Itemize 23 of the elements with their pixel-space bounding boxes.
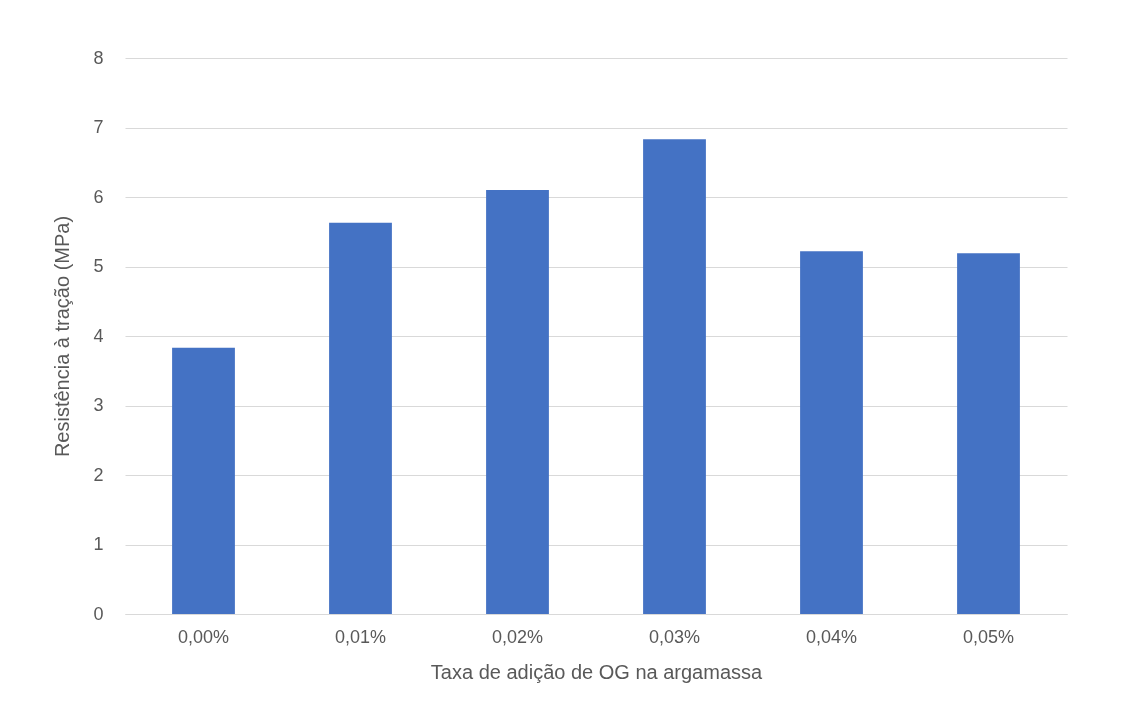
y-tick-label: 2: [93, 464, 104, 485]
y-tick-label: 4: [93, 325, 104, 346]
y-tick-label: 6: [93, 186, 104, 207]
bar: [172, 347, 235, 614]
x-tick-label: 0,05%: [962, 626, 1015, 647]
x-axis-title: Taxa de adição de OG na argamassa: [430, 660, 764, 683]
y-tick-label: 3: [93, 395, 104, 415]
y-tick-label: 5: [93, 256, 104, 276]
y-tick-label: 8: [93, 47, 104, 68]
bar: [486, 190, 549, 614]
bar: [800, 251, 863, 614]
x-tick-label: 0,00%: [177, 626, 230, 647]
y-tick-label: 7: [93, 117, 104, 137]
y-tick-label: 1: [93, 534, 104, 554]
y-tick-label: 0: [93, 603, 104, 624]
y-axis-title: Resistência à tração (MPa): [51, 215, 74, 458]
x-tick-label: 0,01%: [334, 626, 387, 647]
x-tick-label: 0,04%: [805, 626, 858, 647]
bar: [329, 222, 392, 614]
x-tick-label: 0,03%: [648, 626, 701, 647]
x-tick-label: 0,02%: [491, 626, 544, 647]
bar: [643, 139, 706, 614]
bar: [957, 253, 1020, 614]
